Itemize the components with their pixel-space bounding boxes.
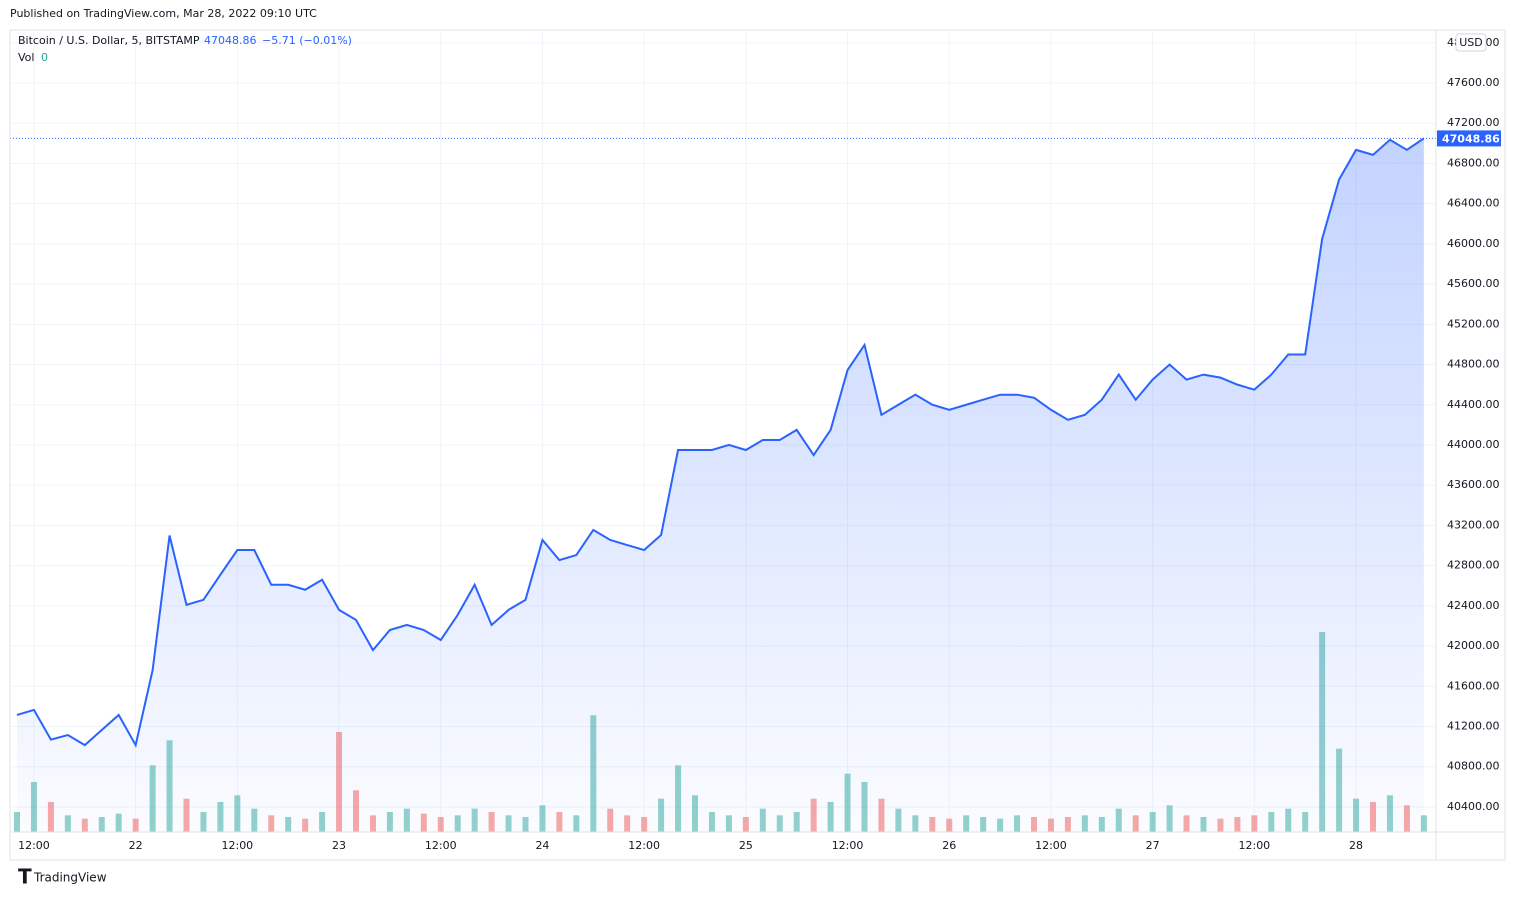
y-tick-label: 42800.00 [1447, 559, 1500, 572]
y-tick-label: 46800.00 [1447, 156, 1500, 169]
x-tick-label: 12:00 [221, 839, 253, 852]
x-tick-label: 26 [942, 839, 956, 852]
y-tick-label: 47600.00 [1447, 76, 1500, 89]
x-tick-label: 12:00 [18, 839, 50, 852]
y-tick-label: 43600.00 [1447, 478, 1500, 491]
x-tick-label: 12:00 [628, 839, 660, 852]
x-tick-label: 12:00 [1238, 839, 1270, 852]
y-tick-label: 45200.00 [1447, 317, 1500, 330]
x-tick-label: 23 [332, 839, 346, 852]
y-tick-label: 46000.00 [1447, 237, 1500, 250]
y-tick-label: 40800.00 [1447, 760, 1500, 773]
y-tick-label: 44000.00 [1447, 438, 1500, 451]
y-tick-label: 44800.00 [1447, 358, 1500, 371]
currency[interactable]: USD [1459, 36, 1483, 49]
y-tick-label: 45600.00 [1447, 277, 1500, 290]
x-tick-label: 22 [129, 839, 143, 852]
x-tick-label: 12:00 [1035, 839, 1067, 852]
x-tick-label: 28 [1349, 839, 1363, 852]
brand: TradingView [33, 871, 107, 885]
change: −5.71 (−0.01%) [262, 34, 352, 47]
published: Published on TradingView.com, Mar 28, 20… [10, 7, 317, 20]
brand-logo: 𝗧 [18, 865, 32, 889]
x-tick-label: 12:00 [425, 839, 457, 852]
y-tick-label: 47200.00 [1447, 116, 1500, 129]
y-tick-label: 44400.00 [1447, 398, 1500, 411]
plot [10, 137, 1436, 832]
y-tick-label: 42000.00 [1447, 639, 1500, 652]
last-price-label: 47048.86 [1442, 132, 1500, 145]
y-tick-label: 46400.00 [1447, 197, 1500, 210]
frame [9, 29, 1506, 861]
y-tick-label: 43200.00 [1447, 518, 1500, 531]
last-price: 47048.86 [204, 34, 257, 47]
x-tick-label: 24 [535, 839, 549, 852]
area-fill [17, 138, 1424, 832]
y-tick-label: 41600.00 [1447, 679, 1500, 692]
last-price-tag [1437, 130, 1501, 147]
x-tick-label: 12:00 [832, 839, 864, 852]
y-tick-label: 41200.00 [1447, 720, 1500, 733]
vol-value: 0 [41, 51, 48, 64]
price-line [16, 137, 1425, 748]
currency-badge[interactable] [1455, 33, 1487, 52]
x-tick-label: 27 [1146, 839, 1160, 852]
y-tick-label: 42400.00 [1447, 599, 1500, 612]
vol-label: Vol [18, 51, 34, 64]
axes: 40400.00 40800.00 41200.00 41600.00 42000.00… [18, 36, 1501, 852]
x-tick-label: 25 [739, 839, 753, 852]
y-tick-label: 40400.00 [1447, 800, 1500, 813]
symbol: Bitcoin / U.S. Dollar, 5, BITSTAMP [18, 34, 200, 47]
